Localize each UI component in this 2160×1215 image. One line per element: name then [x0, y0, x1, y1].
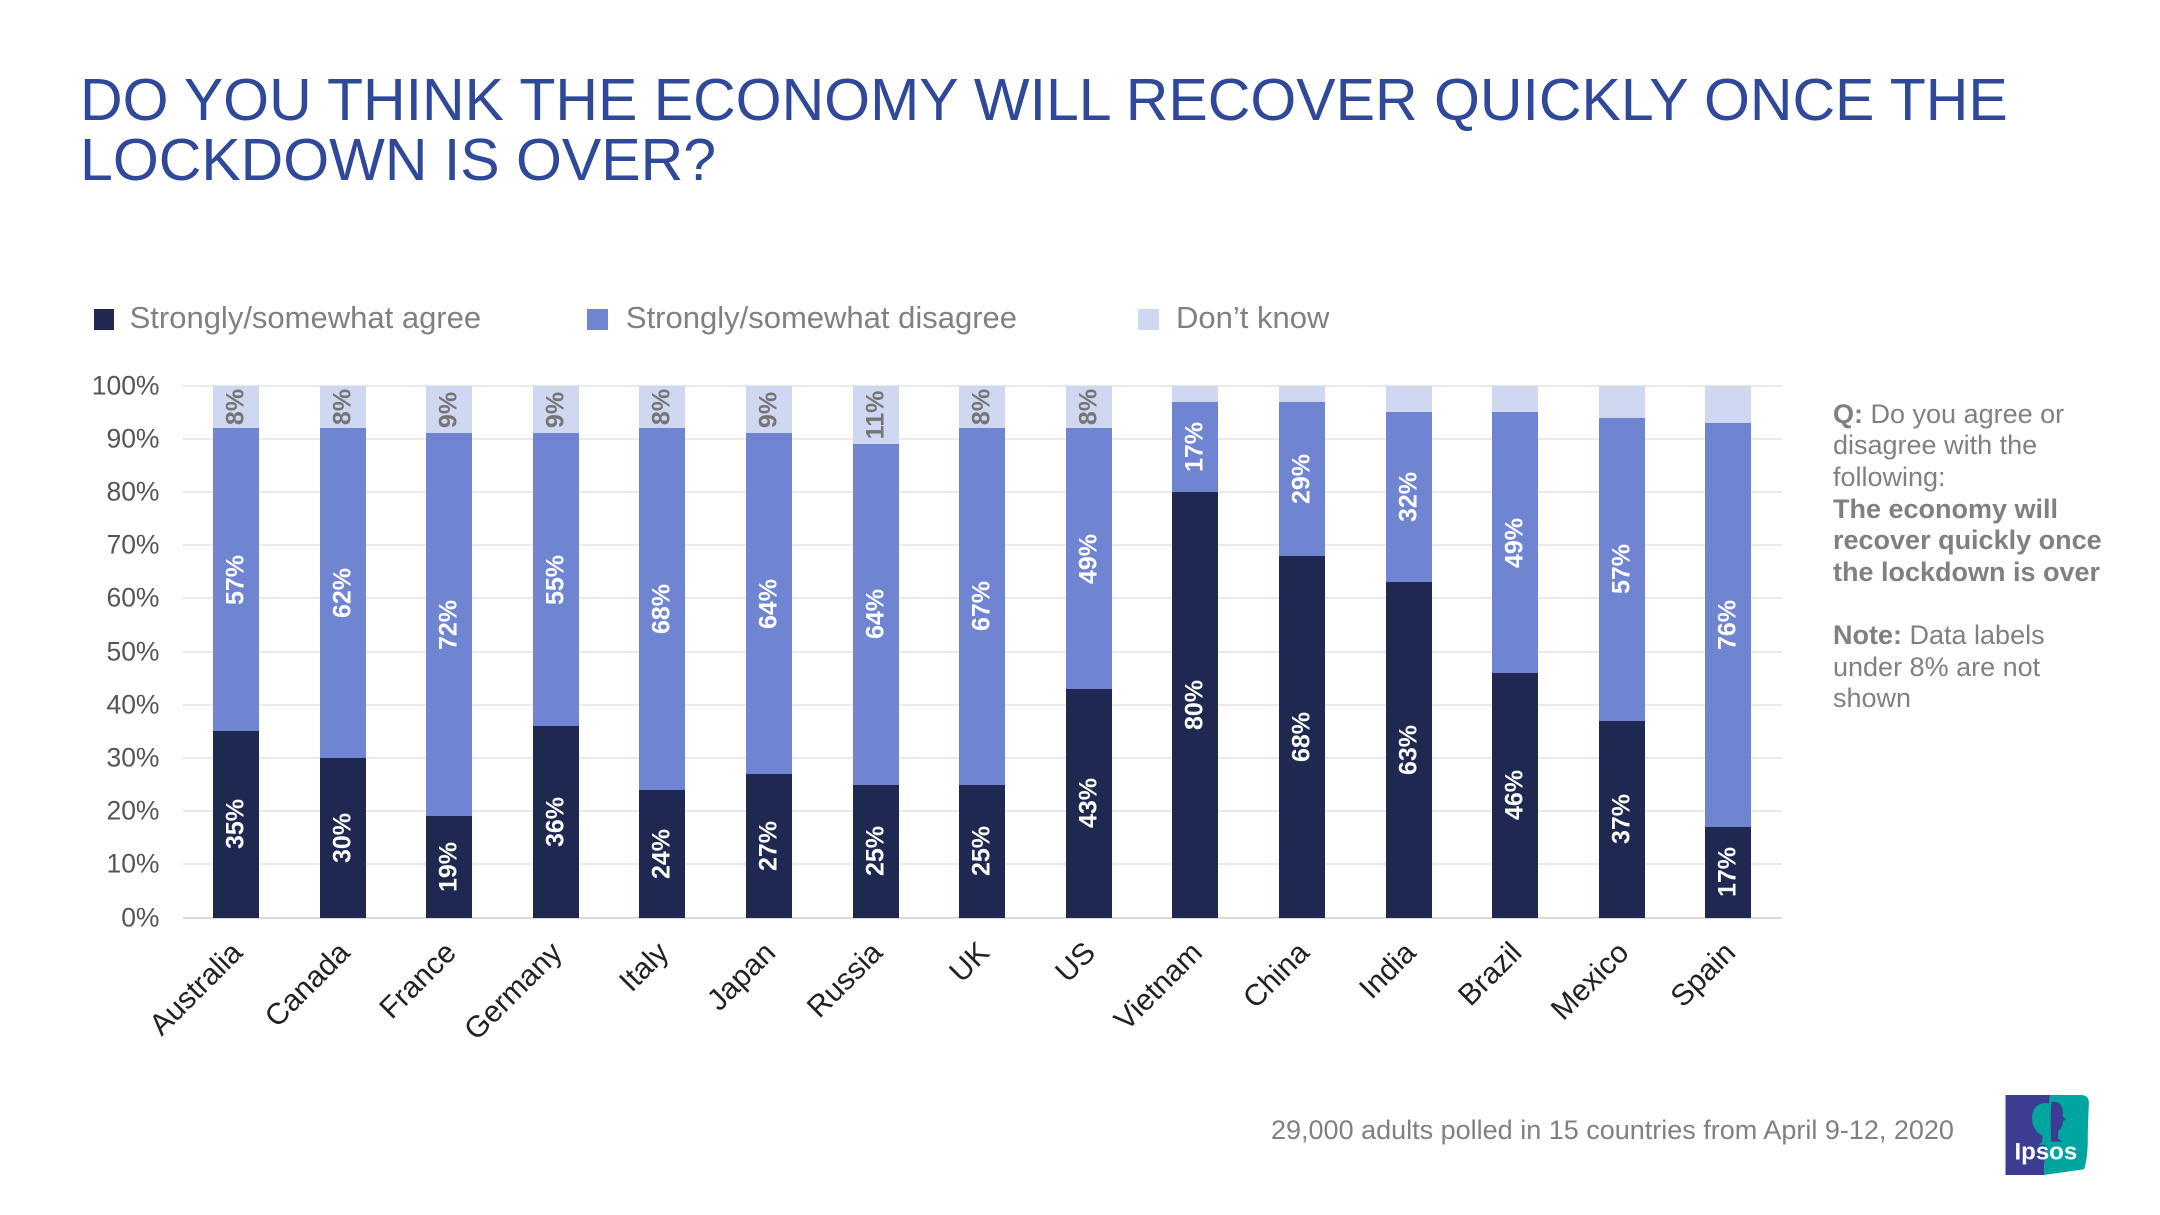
svg-text:Ipsos: Ipsos [2015, 1139, 2078, 1166]
